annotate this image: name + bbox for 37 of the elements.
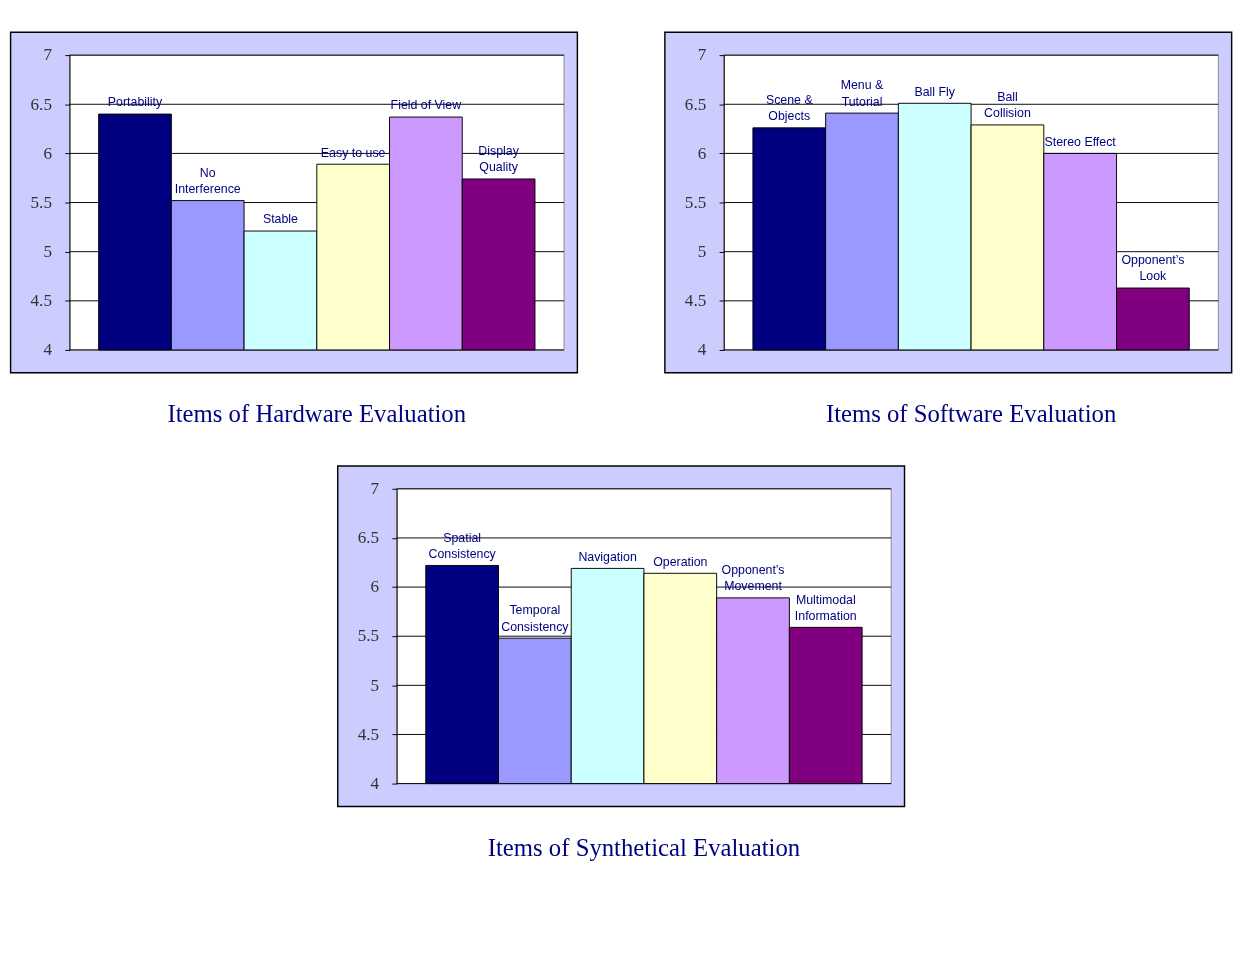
category-label: Opponent’s Look (1121, 253, 1185, 284)
x-tick-label: Stereo Effect (1044, 134, 1117, 149)
y-tick-label: 7 (43, 45, 53, 65)
y-tick-label: 7 (370, 479, 380, 499)
y-tick-label: 6.5 (684, 94, 707, 114)
text: Items of Synthetical Evaluation (487, 833, 801, 861)
x-tick-label: Ball Fly (914, 84, 956, 99)
y-tick-label: 4.5 (357, 724, 380, 744)
x-tick-label: Navigation (578, 549, 637, 564)
y-tick-label: 6 (43, 143, 53, 163)
y-tick-label: 6.5 (357, 528, 380, 548)
y-tick-label: 5.5 (684, 192, 707, 212)
y-tick-label: 5.5 (357, 626, 380, 646)
category-label: Multimodal Information (794, 592, 857, 623)
text: Items of Software Evaluation (825, 399, 1117, 427)
y-tick-label: 5 (370, 675, 380, 695)
category-label: Temporal Consistency (501, 603, 569, 634)
y-tick-label: 6 (370, 577, 380, 597)
text: Items of Hardware Evaluation (167, 399, 467, 427)
y-tick-label: 7 (697, 45, 707, 65)
y-tick-label: 4.5 (684, 291, 707, 311)
y-tick-label: 4 (43, 340, 53, 360)
y-tick-label: 5.5 (30, 192, 52, 212)
y-tick-label: 5 (43, 241, 52, 261)
y-tick-label: 4 (697, 340, 707, 360)
category-label: Scene & Objects (765, 93, 813, 124)
y-tick-label: 5 (697, 241, 707, 261)
y-tick-label: 6.5 (30, 94, 52, 114)
category-label: Spatial Consistency (428, 530, 496, 561)
x-tick-label: Stable (262, 212, 299, 227)
category-label: Opponent’s Movement (721, 563, 785, 594)
y-tick-label: 6 (697, 143, 707, 163)
x-tick-label: Operation (653, 554, 708, 569)
y-tick-label: 4.5 (30, 291, 52, 311)
category-label: Ball Collision (984, 90, 1031, 121)
category-label: No Interference (174, 165, 241, 196)
y-tick-label: 4 (370, 773, 380, 793)
